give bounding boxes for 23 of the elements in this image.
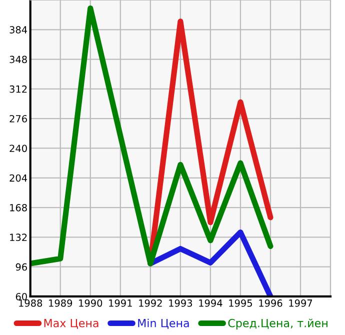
y-tick-label: 276 — [10, 115, 27, 122]
y-tick-label: 96 — [16, 263, 27, 271]
y-tick-label: 384 — [10, 26, 28, 34]
legend-label: Max Цена — [44, 319, 98, 329]
y-tick-label: 312 — [10, 85, 27, 93]
x-tick-label: 1990 — [79, 299, 102, 307]
x-tick-label: 1993 — [169, 299, 192, 307]
legend-label: Сред.Цена, т.йен — [228, 318, 328, 330]
y-tick-label: 204 — [10, 174, 28, 182]
y-tick-label: 132 — [10, 234, 27, 242]
legend-label: Min Цена — [138, 318, 189, 329]
x-tick-label: 1991 — [109, 299, 132, 307]
y-tick-label: 60 — [16, 292, 27, 300]
x-tick-label: 1997 — [289, 299, 312, 307]
x-tick-label: 1988 — [19, 299, 42, 307]
y-tick-label: 240 — [10, 144, 27, 152]
x-tick-label: 1995 — [229, 299, 252, 307]
y-tick-label: 348 — [10, 56, 27, 64]
y-tick-label: 168 — [10, 204, 27, 212]
x-tick-label: 1989 — [49, 299, 72, 307]
x-tick-label: 1994 — [199, 299, 222, 307]
x-tick-label: 1992 — [139, 299, 162, 307]
x-tick-label: 1996 — [259, 299, 282, 307]
